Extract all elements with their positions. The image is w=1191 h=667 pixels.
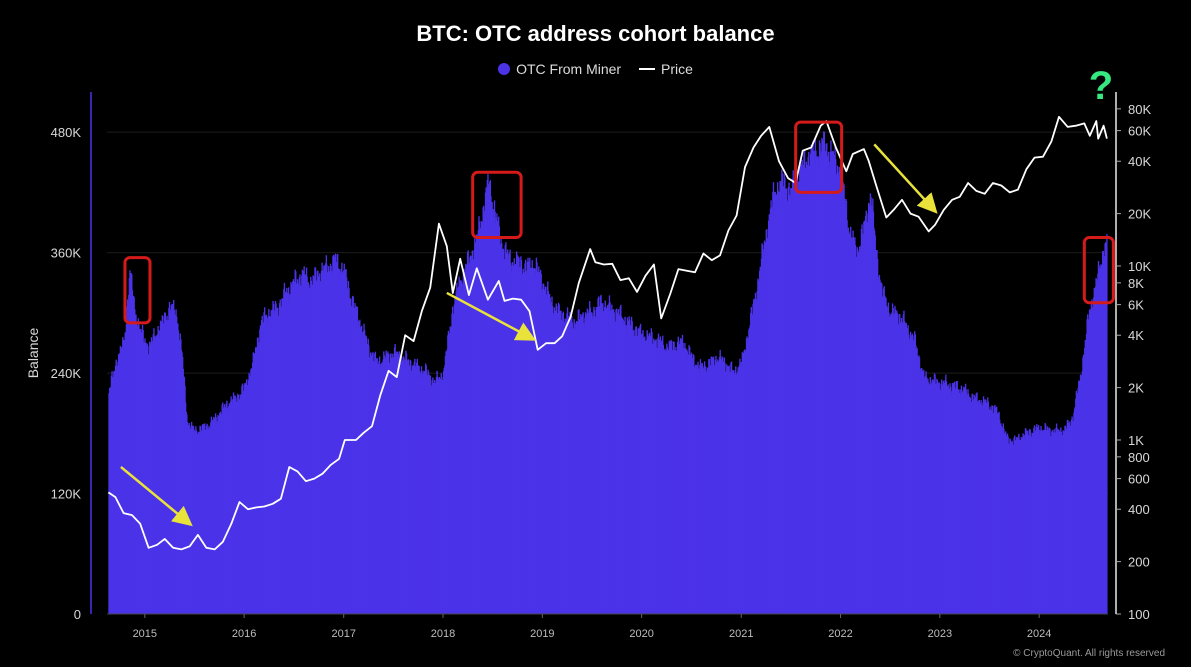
right-tick-label: 80K bbox=[1128, 102, 1151, 117]
chart-title: BTC: OTC address cohort balance bbox=[416, 21, 775, 46]
question-mark: ? bbox=[1089, 64, 1113, 108]
legend: OTC From Miner Price bbox=[0, 60, 1191, 77]
x-tick-label: 2024 bbox=[1027, 628, 1051, 640]
right-tick-label: 2K bbox=[1128, 381, 1144, 396]
x-tick-label: 2020 bbox=[629, 628, 653, 640]
highlight-box-2 bbox=[471, 170, 523, 240]
axes: 0 120K 240K 360K 480K Balance 100 200 400 600 800 1… bbox=[25, 92, 1151, 640]
legend-swatch-otc bbox=[498, 63, 511, 76]
trend-arrow-3 bbox=[873, 143, 938, 214]
right-tick-label: 10K bbox=[1128, 259, 1151, 274]
price-line bbox=[107, 115, 1108, 551]
x-tick-label: 2023 bbox=[928, 628, 952, 640]
left-tick-label: 360K bbox=[51, 246, 82, 261]
left-tick-label: 240K bbox=[51, 366, 82, 381]
right-tick-label: 20K bbox=[1128, 207, 1151, 222]
right-tick-label: 60K bbox=[1128, 124, 1151, 139]
right-tick-label: 4K bbox=[1128, 328, 1144, 343]
right-tick-label: 6K bbox=[1128, 298, 1144, 313]
highlight-box-1 bbox=[123, 256, 152, 325]
right-tick-label: 40K bbox=[1128, 154, 1151, 169]
x-tick-label: 2017 bbox=[331, 628, 355, 640]
left-axis-label: Balance bbox=[25, 327, 41, 378]
right-tick-label: 800 bbox=[1128, 450, 1150, 465]
right-tick-label: 400 bbox=[1128, 502, 1150, 517]
right-tick-label: 1K bbox=[1128, 433, 1144, 448]
right-tick-label: 8K bbox=[1128, 276, 1144, 291]
x-tick-label: 2019 bbox=[530, 628, 554, 640]
legend-swatch-price bbox=[638, 68, 655, 71]
left-tick-label: 0 bbox=[74, 607, 81, 622]
x-tick-label: 2016 bbox=[232, 628, 256, 640]
otc-balance-area bbox=[108, 131, 1108, 615]
x-tick-label: 2015 bbox=[133, 628, 157, 640]
x-tick-label: 2022 bbox=[828, 628, 852, 640]
right-tick-label: 200 bbox=[1128, 555, 1150, 570]
legend-label-otc: OTC From Miner bbox=[516, 61, 622, 78]
price-series-line bbox=[107, 115, 1108, 551]
trend-arrow-1 bbox=[120, 465, 193, 527]
otc-bar bbox=[1106, 233, 1108, 615]
x-tick-label: 2021 bbox=[729, 628, 753, 640]
attribution: © CryptoQuant. All rights reserved bbox=[1013, 648, 1165, 659]
right-tick-label: 600 bbox=[1128, 472, 1150, 487]
legend-item-price[interactable]: Price bbox=[638, 61, 693, 78]
left-tick-label: 480K bbox=[51, 125, 82, 140]
legend-label-price: Price bbox=[660, 61, 693, 78]
annotations: ? bbox=[120, 64, 1115, 527]
right-tick-label: 100 bbox=[1128, 607, 1150, 622]
legend-item-otc[interactable]: OTC From Miner bbox=[498, 61, 621, 77]
left-tick-label: 120K bbox=[51, 487, 82, 502]
highlight-box-3 bbox=[794, 120, 844, 194]
x-tick-label: 2018 bbox=[431, 628, 455, 640]
trend-arrow-2 bbox=[446, 291, 537, 341]
highlight-box-4 bbox=[1082, 236, 1115, 305]
